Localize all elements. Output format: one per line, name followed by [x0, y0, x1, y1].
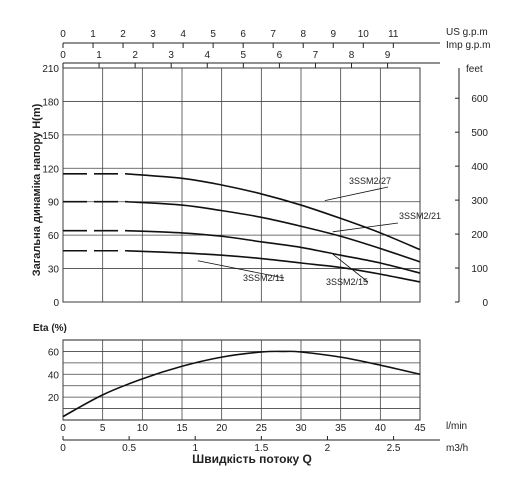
curve-3SSM2/11 [126, 249, 421, 283]
curve-label-3SSM2/11: 3SSM2/11 [243, 273, 284, 283]
eta-grid [62, 339, 421, 421]
us-gpm-tick-label: 8 [300, 29, 306, 40]
leader-3SSM2/15 [332, 253, 369, 283]
imp-gpm-tick-label: 2 [132, 50, 138, 61]
head-y-tick-label: 0 [53, 298, 59, 309]
leader-3SSM2/11 [197, 260, 285, 279]
lmin-tick-label: 25 [256, 423, 268, 434]
x-axis-title: Швидкість потоку Q [192, 452, 312, 466]
imp-gpm-tick-label: 9 [385, 50, 391, 61]
eta-y-tick-label: 20 [48, 393, 60, 404]
us-gpm-tick-label: 9 [330, 29, 336, 40]
lmin-tick-label: 5 [100, 423, 106, 434]
head-y-tick-label: 120 [42, 164, 59, 175]
us-gpm-tick-label: 3 [150, 29, 156, 40]
imp-gpm-tick-label: 5 [241, 50, 247, 61]
imp-gpm-tick-label: 7 [313, 50, 319, 61]
us-gpm-unit: US g.p.m [446, 27, 488, 38]
feet-tick-label: 600 [471, 94, 488, 105]
m3h-unit: m3/h [446, 443, 468, 454]
m3h-tick-label: 1 [192, 443, 198, 454]
feet-tick-label: 500 [471, 128, 488, 139]
head-y-tick-label: 150 [42, 131, 59, 142]
lmin-tick-label: 30 [295, 423, 307, 434]
us-gpm-ticks: 0 1 2 3 4 5 6 7 8 9 10 11 [60, 29, 399, 48]
lmin-ticks: 0 5 10 15 20 25 30 35 40 45 [60, 423, 426, 434]
lmin-tick-label: 10 [137, 423, 149, 434]
us-gpm-tick-label: 10 [358, 29, 370, 40]
curve-label-3SSM2/15: 3SSM2/15 [326, 277, 368, 287]
eta-curve [62, 350, 421, 418]
m3h-ticks: 0 0.5 1 1.5 2 2.5 [60, 436, 401, 454]
feet-tick-label: 400 [471, 162, 488, 173]
imp-gpm-tick-label: 1 [96, 50, 102, 61]
curve-3SSM2/15 [126, 229, 421, 274]
lmin-tick-label: 40 [375, 423, 387, 434]
curve-label-3SSM2/27: 3SSM2/27 [349, 176, 391, 186]
imp-gpm-tick-label: 8 [349, 50, 355, 61]
head-y-tick-label: 30 [48, 265, 60, 276]
m3h-tick-label: 2.5 [387, 443, 401, 454]
us-gpm-tick-label: 6 [240, 29, 246, 40]
m3h-tick-label: 0 [60, 443, 66, 454]
imp-gpm-unit: Imp g.p.m [446, 40, 490, 51]
m3h-tick-label: 2 [325, 443, 331, 454]
m3h-tick-label: 1.5 [254, 443, 268, 454]
feet-tick-label: 0 [482, 298, 488, 309]
head-y-axis-label: Загальна динаміка напору H(m) [31, 103, 43, 276]
feet-tick-label: 100 [471, 264, 488, 275]
eta-y-ticks: 20 40 60 [48, 347, 60, 404]
us-gpm-tick-label: 11 [388, 29, 399, 40]
m3h-tick-label: 0.5 [122, 443, 136, 454]
eta-frame [62, 339, 421, 421]
eta-line [62, 350, 421, 418]
eta-y-tick-label: 60 [48, 347, 60, 358]
curve-label-3SSM2/21: 3SSM2/21 [399, 211, 441, 221]
feet-tick-label: 200 [471, 230, 488, 241]
imp-gpm-tick-label: 4 [204, 50, 210, 61]
head-curve-labels: 3SSM2/27 3SSM2/21 3SSM2/11 3SSM2/15 [197, 176, 441, 287]
us-gpm-tick-label: 4 [180, 29, 186, 40]
eta-axis-label: Eta (%) [33, 323, 67, 334]
feet-axis-label: feet [466, 64, 483, 75]
lmin-unit: l/min [446, 421, 467, 432]
feet-tick-label: 300 [471, 196, 488, 207]
head-y-tick-label: 60 [48, 231, 60, 242]
leader-3SSM2/21 [332, 222, 399, 233]
head-curves [63, 173, 421, 283]
lmin-tick-label: 15 [176, 423, 188, 434]
head-y-ticks-feet: 0 100 200 300 400 500 600 [455, 68, 488, 309]
us-gpm-tick-label: 5 [210, 29, 216, 40]
lmin-tick-label: 45 [414, 423, 426, 434]
imp-gpm-tick-label: 3 [168, 50, 174, 61]
eta-y-tick-label: 40 [48, 370, 60, 381]
head-y-tick-label: 90 [48, 198, 60, 209]
us-gpm-tick-label: 1 [90, 29, 96, 40]
curve-3SSM2/27 [126, 173, 421, 251]
lmin-tick-label: 20 [216, 423, 228, 434]
head-grid [62, 67, 421, 303]
head-y-tick-label: 180 [42, 97, 59, 108]
us-gpm-tick-label: 2 [120, 29, 126, 40]
curve-3SSM2/21 [126, 200, 421, 263]
leader-3SSM2/27 [324, 186, 389, 201]
imp-gpm-ticks: 0 1 2 3 4 5 6 7 8 9 [60, 50, 391, 68]
imp-gpm-tick-label: 6 [277, 50, 283, 61]
lmin-tick-label: 0 [60, 423, 66, 434]
us-gpm-tick-label: 7 [270, 29, 276, 40]
imp-gpm-tick-label: 0 [60, 50, 66, 61]
head-y-tick-label: 210 [42, 64, 59, 75]
us-gpm-tick-label: 0 [60, 29, 66, 40]
lmin-tick-label: 35 [335, 423, 347, 434]
head-y-ticks: 0 30 60 90 120 150 180 210 [42, 64, 59, 309]
